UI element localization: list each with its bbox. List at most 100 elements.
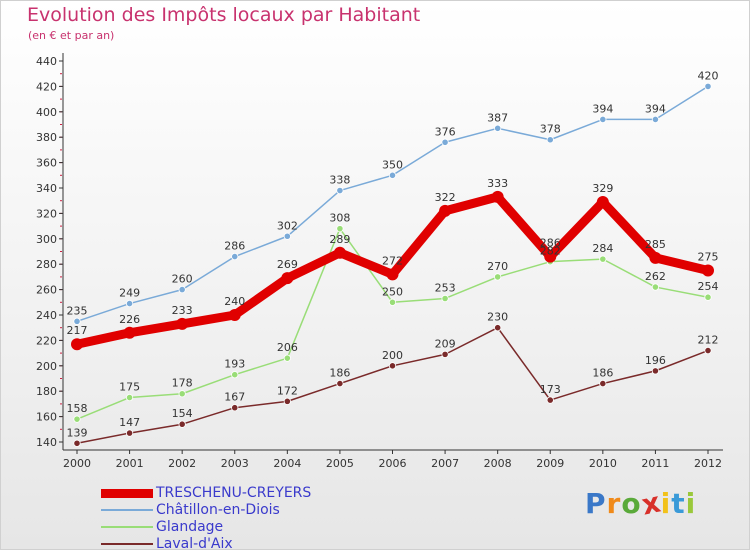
data-label: 286 xyxy=(224,240,245,253)
y-tick-label: 380 xyxy=(36,131,57,144)
data-point xyxy=(388,298,397,306)
data-point xyxy=(599,379,607,388)
data-label: 167 xyxy=(224,391,245,404)
y-axis-ticks: 140 160 180 200 220 240 260 280 300 320 340 360 380 4… xyxy=(36,55,63,449)
data-label: 206 xyxy=(277,341,298,354)
data-point xyxy=(228,309,241,321)
data-point xyxy=(651,367,660,375)
data-label: 262 xyxy=(645,270,666,283)
data-label: 240 xyxy=(224,295,245,308)
data-label: 378 xyxy=(540,123,561,136)
data-label: 282 xyxy=(540,245,561,258)
data-point xyxy=(494,124,502,132)
data-point xyxy=(283,354,291,362)
data-point xyxy=(704,346,712,355)
x-tick-label: 2009 xyxy=(536,457,564,470)
proxiti-logo: Proxiti xyxy=(585,485,696,521)
y-tick-label: 220 xyxy=(36,334,57,347)
data-point xyxy=(599,255,607,263)
data-label: 394 xyxy=(592,102,613,115)
data-label: 286 xyxy=(540,237,561,250)
y-tick-label: 320 xyxy=(36,207,57,220)
data-label: 230 xyxy=(487,311,508,324)
logo-letter: o xyxy=(621,487,642,520)
data-point xyxy=(439,204,452,217)
data-label: 196 xyxy=(645,354,666,367)
y-tick-label: 240 xyxy=(36,309,57,322)
data-point xyxy=(281,272,294,285)
y-tick-label: 200 xyxy=(36,360,57,373)
data-label: 302 xyxy=(277,219,298,232)
data-point xyxy=(494,324,502,332)
data-label: 217 xyxy=(67,324,88,337)
data-point xyxy=(546,396,554,404)
chart-title: Evolution des Impôts locaux par Habitant xyxy=(27,4,421,26)
data-point xyxy=(178,390,186,398)
data-label: 233 xyxy=(172,304,193,317)
logo-letter: P xyxy=(585,487,607,520)
y-tick-label: 400 xyxy=(36,106,57,119)
legend-label: Glandage xyxy=(156,519,224,535)
data-label: 158 xyxy=(67,402,88,415)
data-label: 249 xyxy=(119,287,140,300)
data-label: 338 xyxy=(329,174,350,187)
x-tick-label: 2001 xyxy=(116,457,144,470)
data-point xyxy=(491,190,504,203)
data-point xyxy=(283,397,291,405)
data-label: 275 xyxy=(698,251,719,264)
data-point xyxy=(231,404,239,412)
data-label: 322 xyxy=(435,191,456,204)
x-tick-label: 2010 xyxy=(589,457,617,470)
data-label: 420 xyxy=(698,69,719,82)
data-point xyxy=(73,317,81,325)
data-label: 253 xyxy=(435,281,456,294)
logo-letter: t xyxy=(671,487,686,520)
data-point xyxy=(704,293,712,301)
logo-letter: i xyxy=(660,487,672,520)
data-label: 250 xyxy=(382,285,403,298)
y-tick-label: 420 xyxy=(36,80,57,93)
data-point xyxy=(73,439,81,447)
legend-swatch xyxy=(101,543,153,545)
axes xyxy=(60,53,723,451)
data-label: 350 xyxy=(382,158,403,171)
data-point xyxy=(441,138,449,146)
data-label: 235 xyxy=(67,304,88,317)
x-tick-label: 2000 xyxy=(63,457,91,470)
x-tick-label: 2006 xyxy=(379,457,407,470)
data-point xyxy=(651,115,660,124)
x-tick-label: 2004 xyxy=(273,457,301,470)
y-tick-label: 300 xyxy=(36,233,57,246)
data-label: 284 xyxy=(592,242,613,255)
data-label: 285 xyxy=(645,238,666,251)
data-label: 272 xyxy=(382,254,403,267)
series-layer xyxy=(71,82,714,447)
data-point xyxy=(388,171,397,179)
y-tick-label: 180 xyxy=(36,385,57,398)
data-point xyxy=(441,294,449,303)
data-label: 270 xyxy=(487,260,508,273)
data-point xyxy=(176,317,189,330)
data-label: 139 xyxy=(67,426,88,439)
x-tick-label: 2002 xyxy=(168,457,196,470)
data-label: 333 xyxy=(487,177,508,190)
data-point xyxy=(386,268,399,281)
data-point xyxy=(125,299,134,308)
data-label: 154 xyxy=(172,407,193,420)
data-label: 200 xyxy=(382,349,403,362)
x-tick-label: 2003 xyxy=(221,457,249,470)
data-label: 308 xyxy=(329,212,350,225)
data-point xyxy=(441,350,449,358)
data-label: 329 xyxy=(592,182,613,195)
data-label: 147 xyxy=(119,416,140,429)
data-label: 173 xyxy=(540,383,561,396)
x-tick-label: 2007 xyxy=(431,457,459,470)
data-point xyxy=(704,82,712,91)
y-tick-label: 160 xyxy=(36,411,57,424)
data-point xyxy=(125,393,134,402)
legend-swatch xyxy=(101,509,153,511)
data-label: 212 xyxy=(698,334,719,347)
legend-label: TRESCHENU-CREYERS xyxy=(156,485,312,501)
